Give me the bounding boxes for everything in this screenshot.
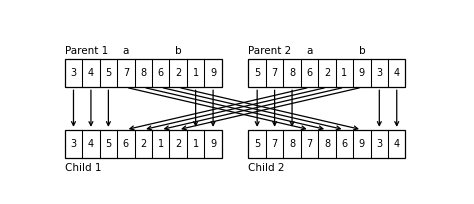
Text: 8: 8	[324, 139, 330, 149]
Text: 6: 6	[158, 68, 164, 78]
Text: 5: 5	[254, 139, 260, 149]
Text: 4: 4	[394, 139, 400, 149]
Text: a: a	[123, 46, 129, 56]
Text: 2: 2	[140, 139, 146, 149]
Text: 8: 8	[289, 68, 295, 78]
Text: 1: 1	[158, 139, 164, 149]
Text: 4: 4	[394, 68, 400, 78]
Text: 1: 1	[341, 68, 347, 78]
Text: 9: 9	[359, 68, 365, 78]
Text: 7: 7	[272, 68, 278, 78]
Text: a: a	[306, 46, 313, 56]
Text: 6: 6	[307, 68, 312, 78]
Text: 9: 9	[210, 68, 216, 78]
Text: Parent 1: Parent 1	[65, 46, 108, 56]
Text: 9: 9	[210, 139, 216, 149]
Bar	[65, 130, 222, 158]
Text: 2: 2	[175, 139, 181, 149]
Text: 4: 4	[88, 139, 94, 149]
Text: 3: 3	[376, 68, 383, 78]
Text: 8: 8	[140, 68, 146, 78]
Text: 1: 1	[192, 139, 199, 149]
Text: 5: 5	[254, 68, 260, 78]
Text: 6: 6	[123, 139, 129, 149]
Text: 5: 5	[105, 68, 111, 78]
Text: 3: 3	[71, 68, 76, 78]
Text: Parent 2: Parent 2	[248, 46, 292, 56]
Text: 9: 9	[359, 139, 365, 149]
Bar	[248, 59, 405, 87]
Text: 1: 1	[192, 68, 199, 78]
Text: 7: 7	[306, 139, 313, 149]
Text: 5: 5	[105, 139, 111, 149]
Text: 2: 2	[175, 68, 181, 78]
Bar	[65, 59, 222, 87]
Text: 7: 7	[272, 139, 278, 149]
Text: b: b	[175, 46, 182, 56]
Text: 2: 2	[324, 68, 330, 78]
Text: 7: 7	[123, 68, 129, 78]
Text: Child 1: Child 1	[65, 163, 101, 173]
Bar	[248, 130, 405, 158]
Text: Child 2: Child 2	[248, 163, 285, 173]
Text: 6: 6	[341, 139, 347, 149]
Text: 8: 8	[289, 139, 295, 149]
Text: b: b	[358, 46, 365, 56]
Text: 3: 3	[71, 139, 76, 149]
Text: 3: 3	[376, 139, 383, 149]
Text: 4: 4	[88, 68, 94, 78]
